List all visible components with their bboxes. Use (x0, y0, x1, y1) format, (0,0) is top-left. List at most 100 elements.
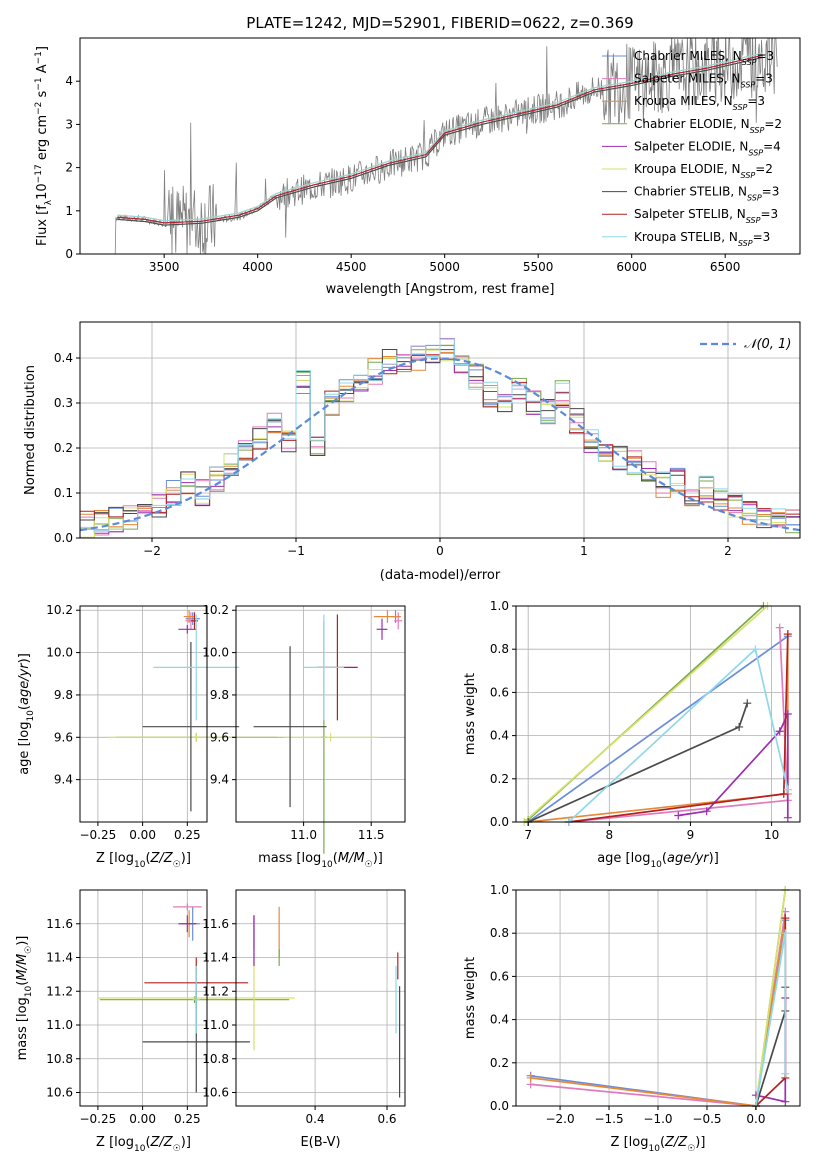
y-tick-label: 0.1 (54, 486, 73, 500)
mass_vs_ebv-panel: 0.4 0.6 10.6 10.8 11.0 11.2 11.4 11.6 E(B-V) (202, 889, 406, 1150)
x-tick-label: 4500 (336, 260, 367, 274)
x-tick-label: 6500 (710, 260, 741, 274)
y-tick-label: 10.0 (202, 646, 229, 660)
x-tick-label: −1.5 (594, 1112, 623, 1126)
mass-weight-marker (783, 630, 792, 639)
x-axis-label: Z [log10(Z/Z☉)] (96, 1135, 191, 1154)
y-tick-label: 0.0 (54, 531, 73, 545)
x-axis-label: Z [log10(Z/Z☉)] (611, 1135, 706, 1154)
histogram-step (80, 338, 800, 532)
histogram-step (80, 354, 800, 526)
x-tick-label: 0.25 (174, 828, 201, 842)
y-tick-label: 1.0 (490, 883, 509, 897)
mass-weight-line (755, 890, 787, 1106)
plots-layer: 3500 4000 4500 5000 5500 6000 6500 0 1 2 3 4 wavelen… (15, 37, 801, 1154)
y-tick-label: 9.6 (210, 730, 229, 744)
mass-weight-marker (526, 1073, 535, 1082)
y-tick-label: 10.6 (202, 1086, 229, 1100)
y-tick-label: 11.2 (46, 984, 73, 998)
y-tick-label: 11.2 (202, 984, 229, 998)
spectrum-data-line (98, 38, 778, 254)
y-axis-label: mass weight (463, 673, 478, 755)
x-tick-label: −0.25 (79, 1112, 116, 1126)
y-tick-label: 11.4 (46, 951, 73, 965)
x-tick-label: 6000 (616, 260, 647, 274)
x-tick-label: −0.5 (692, 1112, 721, 1126)
y-tick-label: 0.2 (54, 441, 73, 455)
spectrum-panel: 3500 4000 4500 5000 5500 6000 6500 0 1 2 3 4 wavelen… (34, 37, 801, 297)
legend-entry: Chabrier STELIB, NSSP=3 (634, 185, 779, 203)
x-tick-label: 11.0 (290, 828, 317, 842)
spectrum-y-axis-label: Flux [fλ10−17 erg cm−2 s−1 A−1] (34, 46, 54, 246)
x-tick-label: 8 (605, 828, 613, 842)
legend-entry: Chabrier ELODIE, NSSP=2 (634, 117, 782, 135)
y-tick-label: 10.2 (202, 603, 229, 617)
y-tick-label: 9.4 (54, 773, 73, 787)
x-tick-label: −2.0 (545, 1112, 574, 1126)
y-tick-label: 11.0 (46, 1018, 73, 1032)
age_vs_Z-panel: −0.25 0.00 0.25 9.4 9.6 9.8 10.0 10.2 Z [log10(Z… (17, 603, 286, 870)
y-axis-label: mass weight (463, 957, 478, 1039)
x-tick-label: 11.5 (358, 828, 385, 842)
x-tick-label: 0.6 (377, 1112, 396, 1126)
mass-weight-marker (781, 1069, 790, 1078)
y-tick-label: 0.8 (490, 642, 509, 656)
x-tick-label: 4000 (242, 260, 273, 274)
age_vs_mass-frame (235, 605, 406, 823)
spectrum-model-line (117, 54, 763, 224)
massweight_vs_Z-panel: −2.0 −1.5 −1.0 −0.5 0.0 0.0 0.2 0.4 0.6 0.8 1.0 Z [… (463, 883, 801, 1154)
x-tick-label: 0.0 (746, 1112, 765, 1126)
mass-weight-marker (781, 929, 790, 938)
residuals-panel: 𝒩(0, 1) −2 −1 0 1 2 0.0 0.1 0.2 0.3 0.4 (data-model… (23, 321, 801, 583)
y-tick-label: 0.3 (54, 396, 73, 410)
y-tick-label: 11.6 (202, 917, 229, 931)
x-tick-label: 10 (764, 828, 779, 842)
mass-weight-line (527, 635, 789, 822)
y-tick-label: 9.6 (54, 730, 73, 744)
legend-entry: Chabrier MILES, NSSP=3 (634, 49, 774, 67)
legend-entry: Salpeter MILES, NSSP=3 (634, 72, 773, 90)
mass-weight-line (523, 606, 769, 822)
figure-title: PLATE=1242, MJD=52901, FIBERID=0622, z=0… (246, 14, 633, 32)
x-axis-label: E(B-V) (300, 1135, 340, 1150)
y-tick-label: 11.4 (202, 951, 229, 965)
spectrum-model-line (117, 56, 763, 226)
y-tick-label: 9.4 (210, 773, 229, 787)
y-tick-label: 11.6 (46, 917, 73, 931)
mass-weight-marker (702, 807, 711, 816)
y-tick-label: 10.6 (46, 1086, 73, 1100)
x-axis-label: wavelength [Angstrom, rest frame] (326, 282, 555, 297)
x-tick-label: 0 (436, 544, 444, 558)
x-tick-label: 3500 (149, 260, 180, 274)
y-tick-label: 1.0 (490, 599, 509, 613)
x-tick-label: 9 (687, 828, 695, 842)
y-tick-label: 0.2 (490, 772, 509, 786)
y-tick-label: 0.4 (54, 351, 73, 365)
y-tick-label: 1 (65, 204, 73, 218)
y-tick-label: 0.8 (490, 926, 509, 940)
legend-entry: Salpeter ELODIE, NSSP=4 (634, 139, 781, 157)
mass-weight-marker (751, 645, 760, 654)
gaussian-curve (79, 357, 801, 532)
mass-weight-marker (783, 785, 792, 794)
y-tick-label: 10.8 (202, 1052, 229, 1066)
x-tick-label: 0.25 (174, 1112, 201, 1126)
mass-weight-marker (735, 722, 744, 731)
x-tick-label: 1 (580, 544, 588, 558)
y-tick-label: 0.6 (490, 685, 509, 699)
x-tick-label: 7 (524, 828, 532, 842)
legend-entry: Salpeter STELIB, NSSP=3 (634, 207, 778, 225)
x-tick-label: 0.4 (306, 1112, 325, 1126)
mass-weight-marker (781, 1097, 790, 1106)
y-tick-label: 10.2 (46, 603, 73, 617)
y-tick-label: 0.4 (490, 1013, 509, 1027)
x-tick-label: −0.25 (79, 828, 116, 842)
y-tick-label: 0.4 (490, 729, 509, 743)
x-tick-label: 0.00 (129, 1112, 156, 1126)
mass-weight-marker (775, 727, 784, 736)
y-tick-label: 0.0 (490, 815, 509, 829)
y-tick-label: 4 (65, 74, 73, 88)
massweight_vs_age-panel: 7 8 9 10 0.0 0.2 0.4 0.6 0.8 1.0 age [log10(age/yr… (463, 599, 801, 870)
y-axis-label: age [log10(age/yr)] (17, 653, 36, 775)
